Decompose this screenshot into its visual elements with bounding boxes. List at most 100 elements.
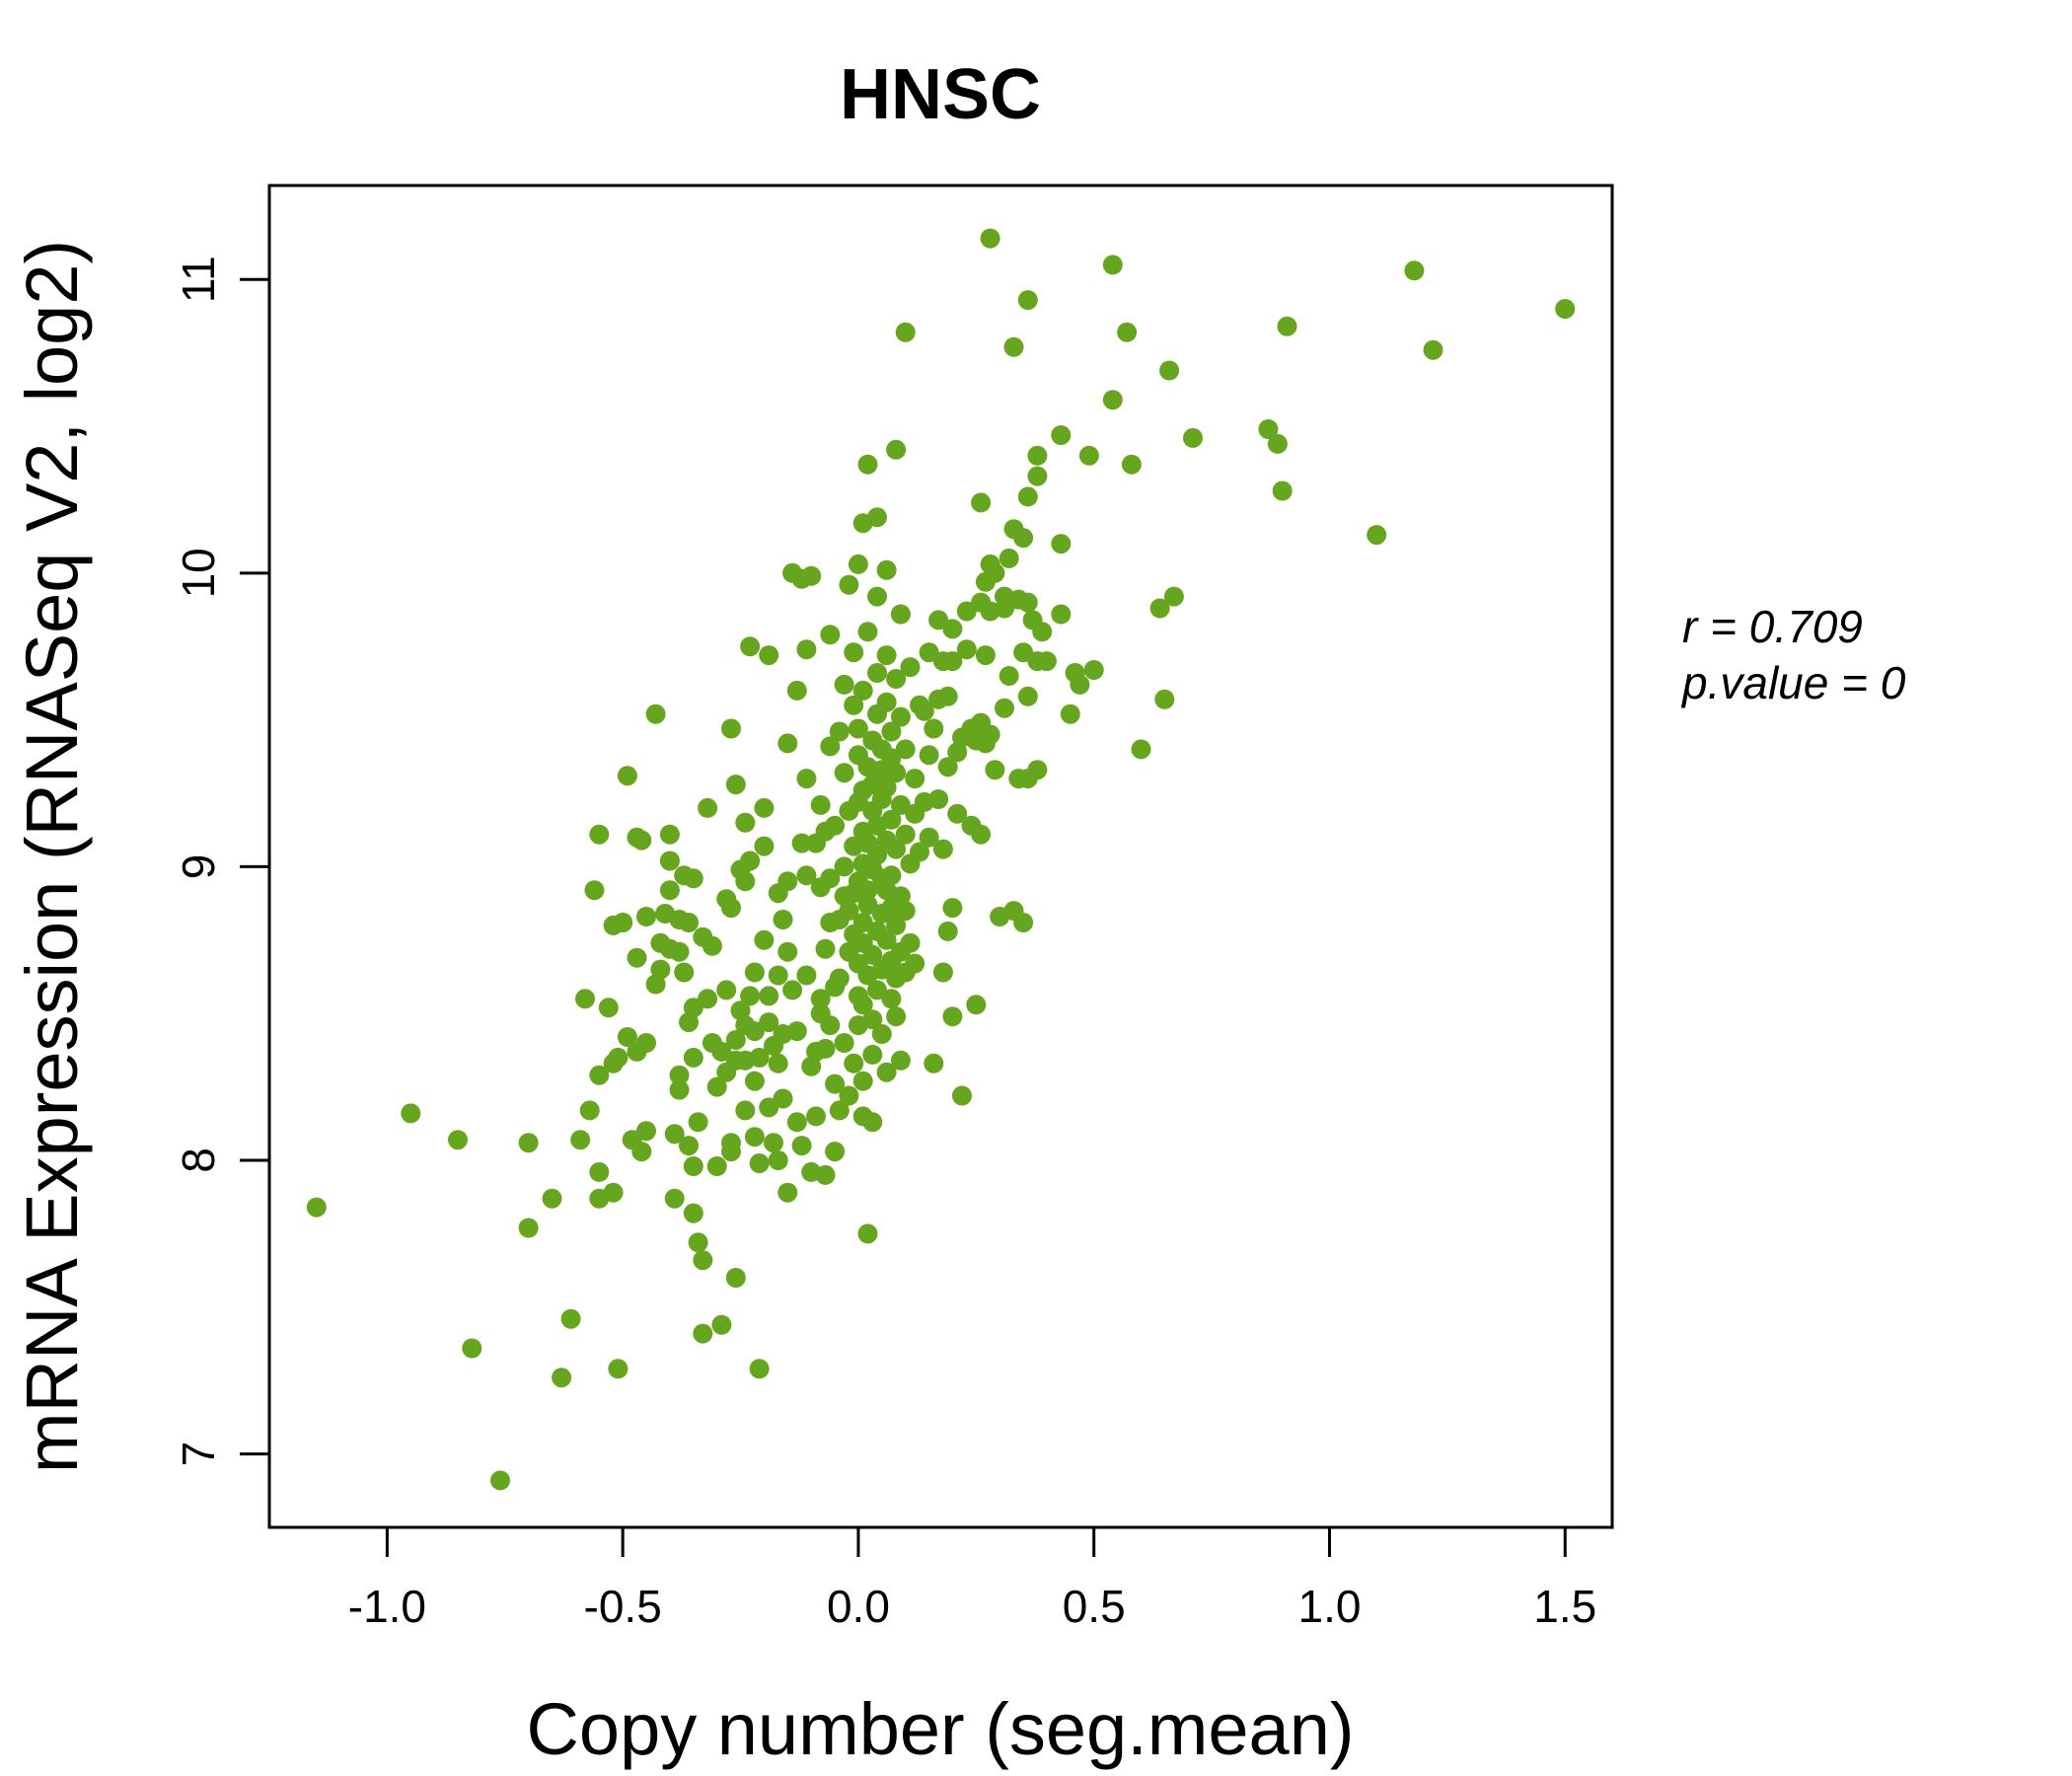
data-point bbox=[1036, 651, 1057, 672]
data-point bbox=[980, 724, 1000, 745]
data-point bbox=[867, 507, 887, 528]
data-point bbox=[820, 736, 841, 757]
data-point bbox=[1051, 534, 1072, 555]
data-point bbox=[910, 842, 929, 862]
data-point bbox=[631, 1142, 652, 1162]
data-point bbox=[693, 1250, 713, 1271]
data-point bbox=[924, 718, 944, 739]
data-point bbox=[890, 604, 911, 625]
data-point bbox=[740, 986, 761, 1006]
data-point bbox=[919, 827, 939, 848]
data-point bbox=[773, 910, 793, 929]
data-point bbox=[886, 839, 907, 859]
data-point bbox=[617, 766, 637, 786]
data-point bbox=[1013, 642, 1034, 663]
data-point bbox=[857, 622, 878, 642]
data-point bbox=[645, 703, 666, 724]
data-point bbox=[876, 559, 897, 580]
data-point bbox=[852, 680, 873, 701]
data-point bbox=[659, 851, 680, 871]
data-point bbox=[820, 1015, 841, 1036]
data-point bbox=[698, 989, 718, 1009]
data-point bbox=[876, 1062, 897, 1082]
data-point bbox=[881, 989, 902, 1009]
data-point bbox=[744, 962, 765, 983]
data-point bbox=[1032, 622, 1053, 642]
y-axis-label: mRNA Expression (RNASeq V2, log2) bbox=[11, 240, 93, 1473]
data-point bbox=[777, 871, 798, 892]
data-point bbox=[1017, 290, 1038, 311]
data-point bbox=[659, 824, 680, 845]
data-point bbox=[725, 1268, 746, 1288]
data-point bbox=[664, 1188, 685, 1209]
data-point bbox=[999, 666, 1019, 686]
data-point bbox=[490, 1470, 510, 1491]
data-point bbox=[857, 454, 878, 475]
data-point bbox=[810, 794, 831, 815]
data-point bbox=[683, 1156, 703, 1176]
data-point bbox=[829, 721, 850, 742]
data-point bbox=[801, 565, 822, 586]
data-point bbox=[749, 1047, 770, 1068]
data-point bbox=[1277, 316, 1297, 336]
data-point bbox=[589, 1065, 610, 1085]
data-point bbox=[862, 944, 883, 965]
data-point bbox=[749, 1153, 770, 1173]
data-point bbox=[985, 760, 1005, 780]
data-point bbox=[820, 625, 841, 645]
data-point bbox=[867, 845, 887, 865]
data-point bbox=[698, 797, 718, 818]
data-point bbox=[1017, 686, 1038, 706]
data-point bbox=[844, 1053, 864, 1073]
data-point bbox=[928, 610, 949, 630]
data-point bbox=[664, 1124, 685, 1145]
y-tick-label: 8 bbox=[173, 1147, 224, 1173]
data-point bbox=[867, 980, 887, 1000]
data-point bbox=[862, 1112, 883, 1133]
data-point bbox=[1017, 486, 1038, 507]
data-point bbox=[886, 915, 907, 935]
data-point bbox=[985, 562, 1005, 583]
data-point bbox=[448, 1130, 468, 1150]
data-point bbox=[791, 833, 812, 853]
data-point bbox=[1027, 445, 1048, 466]
data-point bbox=[834, 856, 854, 877]
data-point bbox=[852, 913, 873, 932]
data-point bbox=[683, 1047, 703, 1068]
data-point bbox=[608, 1047, 629, 1068]
data-point bbox=[764, 1133, 783, 1153]
data-point bbox=[924, 1053, 944, 1073]
data-point bbox=[857, 895, 878, 916]
data-point bbox=[796, 769, 817, 789]
data-point bbox=[1367, 525, 1387, 546]
data-point bbox=[895, 901, 916, 922]
data-point bbox=[725, 1030, 746, 1050]
data-point bbox=[1555, 299, 1576, 319]
data-point bbox=[1013, 913, 1034, 932]
chart-title: HNSC bbox=[840, 55, 1041, 134]
data-point bbox=[552, 1368, 572, 1388]
data-point bbox=[956, 601, 977, 622]
data-point bbox=[834, 674, 854, 695]
data-point bbox=[1102, 255, 1123, 275]
data-point bbox=[721, 1142, 741, 1162]
data-point bbox=[589, 1161, 610, 1182]
data-point bbox=[928, 789, 949, 809]
y-tick-label: 11 bbox=[173, 256, 224, 303]
data-point bbox=[688, 1232, 708, 1253]
data-point bbox=[744, 1127, 765, 1147]
data-point bbox=[844, 642, 864, 663]
data-point bbox=[679, 1136, 699, 1156]
data-point bbox=[942, 651, 963, 672]
data-point bbox=[867, 586, 887, 607]
data-point bbox=[782, 980, 803, 1000]
data-point bbox=[462, 1338, 482, 1359]
data-point bbox=[900, 657, 921, 678]
data-point bbox=[669, 1065, 690, 1085]
data-point bbox=[1078, 445, 1099, 466]
data-point bbox=[749, 1359, 770, 1379]
data-point bbox=[905, 953, 925, 974]
data-point bbox=[669, 1079, 690, 1100]
data-point bbox=[1003, 336, 1024, 357]
data-point bbox=[584, 880, 605, 901]
